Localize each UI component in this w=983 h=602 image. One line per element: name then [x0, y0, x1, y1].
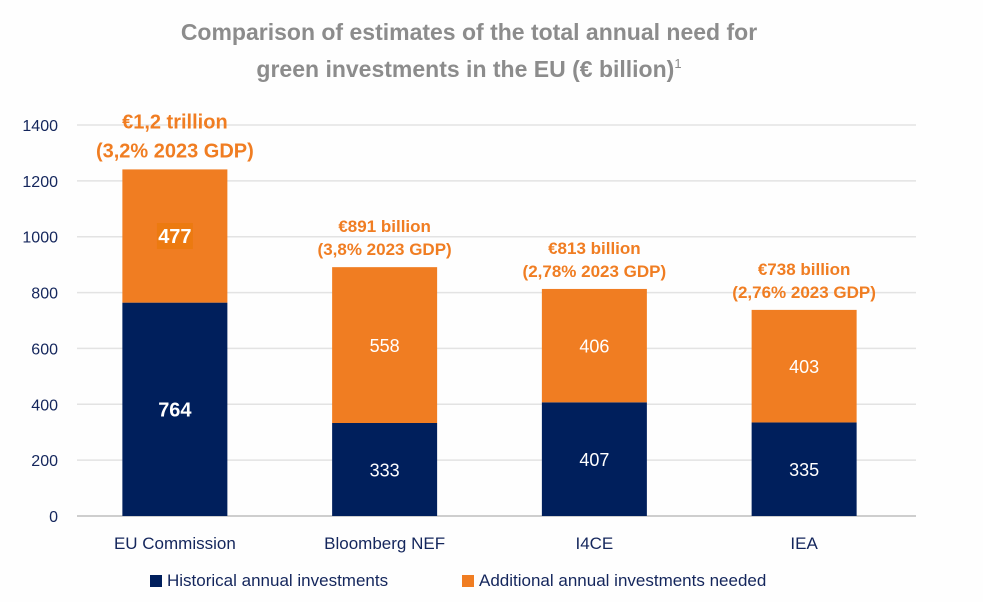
y-tick-label: 0: [49, 509, 58, 526]
legend-label-additional: Additional annual investments needed: [479, 571, 767, 590]
legend-item-historical[interactable]: Historical annual investments: [150, 571, 388, 591]
chart-title-line-2-wrap: green investments in the EU (€ billion)1: [0, 48, 938, 85]
chart-title: Comparison of estimates of the total ann…: [0, 16, 938, 85]
y-tick-label: 600: [31, 341, 58, 358]
x-tick-label: I4CE: [575, 534, 613, 553]
x-tick-label: EU Commission: [114, 534, 236, 553]
x-tick-label: Bloomberg NEF: [324, 534, 445, 553]
legend-swatch-additional: [462, 575, 474, 587]
y-tick-label: 800: [31, 286, 58, 303]
bars: 764 477 333 558 407 406 335 403: [122, 169, 857, 516]
data-label: 764: [158, 399, 192, 421]
total-annotation-line: €738 billion: [758, 260, 851, 279]
total-annotation-line: (3,8% 2023 GDP): [318, 240, 452, 259]
bar-segment-additional: [541, 288, 647, 403]
y-tick-label: 200: [31, 453, 58, 470]
total-annotation-line: (3,2% 2023 GDP): [96, 140, 254, 162]
total-annotations: €1,2 trillion (3,2% 2023 GDP) €891 billion…: [96, 111, 876, 301]
data-label: 333: [370, 460, 400, 480]
total-annotation-line: €813 billion: [548, 239, 641, 258]
title-footnote-marker: 1: [674, 56, 682, 71]
data-label: 335: [789, 460, 819, 480]
bar-segment-historical: [122, 302, 228, 516]
x-axis: EU Commission Bloomberg NEF I4CE IEA: [114, 534, 819, 553]
bar-segment-additional: [751, 309, 857, 423]
bar-segment-historical: [332, 422, 438, 516]
total-annotation-line: €891 billion: [338, 217, 431, 236]
y-tick-label: 400: [31, 397, 58, 414]
y-tick-label: 1200: [22, 174, 58, 191]
legend-label-historical: Historical annual investments: [167, 571, 389, 590]
y-tick-label: 1000: [22, 230, 58, 247]
total-annotation-line: (2,76% 2023 GDP): [732, 283, 876, 302]
bar-segment-historical: [751, 422, 857, 516]
x-tick-label: IEA: [790, 534, 818, 553]
data-label: 403: [789, 357, 819, 377]
chart-title-line-2: green investments in the EU (€ billion): [256, 56, 675, 82]
total-annotation-line: (2,78% 2023 GDP): [523, 262, 667, 281]
data-label: 477: [158, 226, 191, 248]
y-tick-label: 1400: [22, 118, 58, 135]
legend-swatch-historical: [150, 575, 162, 587]
legend: Historical annual investments Additional…: [0, 571, 983, 593]
data-label: 406: [579, 337, 609, 357]
total-annotation-line: €1,2 trillion: [122, 111, 228, 133]
chart-title-line-1: Comparison of estimates of the total ann…: [180, 19, 758, 45]
legend-item-additional[interactable]: Additional annual investments needed: [462, 571, 766, 591]
bar-segment-additional: [332, 267, 438, 423]
bar-segment-historical: [541, 402, 647, 516]
data-label-highlight: [156, 223, 193, 250]
data-label: 407: [579, 450, 609, 470]
data-label: 558: [370, 336, 400, 356]
